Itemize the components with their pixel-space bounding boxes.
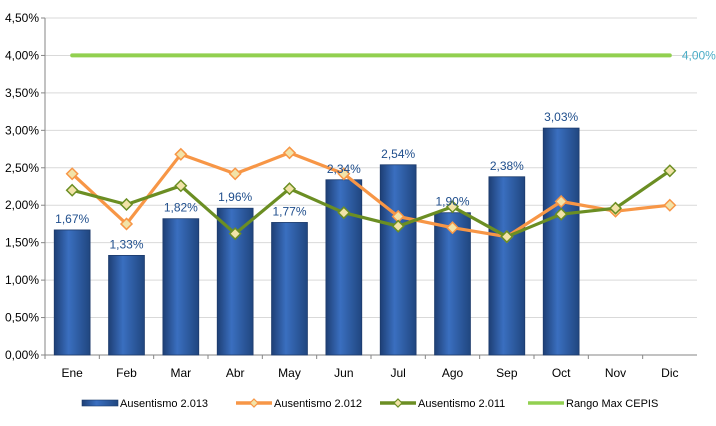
y-tick-label: 0,00% (5, 348, 39, 362)
data-label: 1,82% (164, 201, 198, 215)
x-tick-label: Jul (390, 366, 405, 380)
legend-marker (249, 398, 259, 408)
data-label: 1,33% (109, 237, 143, 251)
bar-series (53, 127, 580, 356)
x-tick-label: Dic (661, 366, 678, 380)
series-line (70, 169, 672, 239)
legend-item: Rango Max CEPIS (528, 398, 658, 410)
data-label: 2,38% (490, 159, 524, 173)
marker (174, 147, 188, 161)
y-tick-label: 4,00% (5, 48, 39, 62)
data-label: 2,54% (381, 147, 415, 161)
marker (65, 167, 79, 181)
marker (282, 146, 297, 160)
x-tick-label: Abr (226, 366, 245, 380)
x-tick-label: Ago (442, 366, 464, 380)
marker (663, 198, 677, 212)
bar (162, 218, 200, 356)
marker (337, 206, 351, 220)
data-label: 1,96% (218, 190, 252, 204)
series-line (70, 151, 672, 239)
marker (119, 197, 134, 212)
marker (282, 182, 297, 196)
data-label: 1,90% (435, 195, 469, 209)
y-tick-label: 3,00% (5, 123, 39, 137)
x-tick-label: May (278, 366, 301, 380)
data-label: 1,77% (272, 204, 306, 218)
bar (271, 222, 308, 356)
y-tick-label: 2,50% (5, 161, 39, 175)
legend-marker (393, 398, 403, 408)
marker (554, 207, 568, 221)
line-series (65, 53, 677, 244)
marker (663, 164, 677, 178)
legend-label: Ausentismo 2.012 (274, 398, 362, 410)
marker (337, 167, 351, 181)
x-tick-label: Mar (170, 366, 191, 380)
y-tick-label: 4,50% (5, 11, 39, 25)
y-axis: 0,00% 0,50% 1,00% 1,50% 2,00% 2,50% 3,00% 3,50%… (5, 11, 46, 362)
y-tick-label: 1,00% (5, 273, 39, 287)
data-label: 2,34% (327, 162, 361, 176)
bar (53, 229, 91, 356)
bar (488, 176, 526, 356)
data-labels: 1,67% 1,33% 1,82% 1,96% 1,77% 2,34% 2,54% 1,90%… (55, 48, 716, 251)
marker (65, 183, 79, 197)
legend-swatch (81, 399, 119, 407)
x-tick-label: Feb (116, 366, 137, 380)
x-tick-label: Nov (605, 366, 626, 380)
marker (228, 167, 242, 181)
x-axis: Ene Feb Mar Abr May Jun Jul Ago Sep Oct Nov Dic (44, 354, 697, 380)
marker (445, 200, 460, 214)
bar (379, 164, 417, 356)
legend-item: Ausentismo 2.012 (236, 398, 362, 410)
marker (228, 227, 242, 241)
legend-item: Ausentismo 2.011 (380, 398, 505, 410)
legend-label: Ausentismo 2.013 (120, 398, 208, 410)
y-tick-label: 1,50% (5, 236, 39, 250)
y-tick-label: 3,50% (5, 86, 39, 100)
marker (391, 219, 405, 233)
x-tick-label: Oct (552, 366, 571, 380)
data-label: 1,67% (55, 212, 89, 226)
marker (608, 201, 623, 215)
y-tick-label: 0,50% (5, 311, 39, 325)
legend-item: Ausentismo 2.013 (81, 398, 208, 410)
marker (119, 217, 134, 231)
x-tick-label: Sep (496, 366, 518, 380)
marker (174, 179, 188, 193)
bar (542, 127, 580, 356)
y-tick-label: 2,00% (5, 198, 39, 212)
marker (500, 230, 514, 244)
bar (108, 254, 145, 356)
x-tick-label: Jun (334, 366, 353, 380)
legend: Ausentismo 2.013 Ausentismo 2.012 Ausentis… (81, 398, 658, 410)
marker (445, 221, 460, 235)
legend-label: Ausentismo 2.011 (418, 398, 505, 410)
data-label: 3,03% (544, 110, 578, 124)
x-tick-label: Ene (61, 366, 83, 380)
series-end-label: 4,00% (682, 48, 716, 62)
legend-label: Rango Max CEPIS (566, 398, 658, 410)
marker (554, 194, 568, 209)
